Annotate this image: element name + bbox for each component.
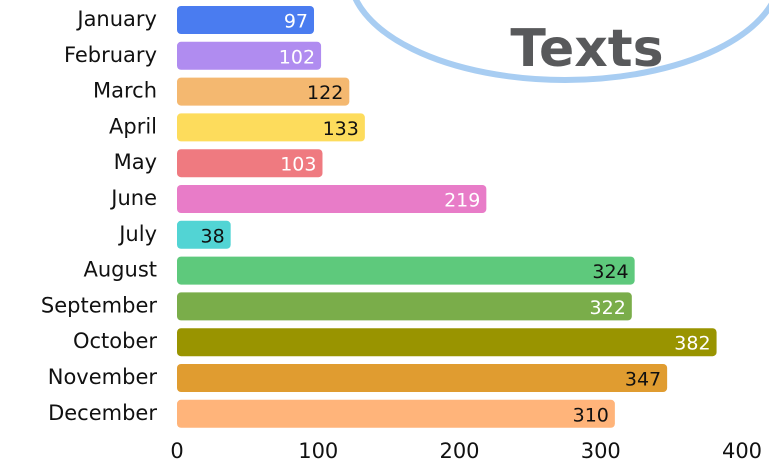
category-label: March: [93, 79, 157, 103]
category-label: September: [41, 293, 157, 317]
value-label: 122: [307, 82, 343, 104]
bar: [177, 292, 632, 321]
value-label: 322: [590, 297, 626, 319]
bar: [177, 149, 323, 178]
value-label: 97: [284, 11, 308, 33]
category-label: July: [117, 222, 157, 246]
category-label: June: [109, 186, 157, 210]
annotation: Texts: [510, 19, 663, 79]
x-tick-label: 0: [170, 439, 183, 463]
category-label: January: [75, 7, 157, 31]
value-label: 382: [674, 333, 710, 355]
category-label: April: [109, 114, 157, 138]
value-label: 103: [280, 154, 316, 176]
x-tick-label: 100: [298, 439, 338, 463]
bar: [177, 185, 487, 213]
bar: [177, 6, 315, 34]
category-label: May: [114, 150, 157, 174]
bar: [177, 77, 350, 106]
x-tick-label: 300: [581, 439, 621, 463]
bar: [177, 256, 635, 285]
bar: [177, 41, 322, 70]
value-label: 219: [444, 190, 480, 212]
value-label: 38: [200, 225, 224, 247]
value-label: 347: [625, 369, 661, 391]
category-label: February: [64, 43, 157, 67]
category-label: August: [84, 258, 158, 282]
x-tick-label: 400: [722, 439, 762, 463]
category-label: December: [48, 401, 157, 425]
value-label: 324: [592, 261, 628, 283]
value-label: 133: [323, 118, 359, 140]
bar: [177, 364, 668, 392]
bar: [177, 328, 717, 357]
category-label: November: [48, 365, 158, 389]
badge-ring: [352, 0, 769, 83]
category-label: October: [73, 329, 157, 353]
plot: 0 100 200 300 400 January 97 February 102 March 12…: [41, 6, 762, 463]
value-label: 102: [279, 46, 315, 68]
value-label: 310: [573, 404, 609, 426]
bar: [177, 399, 615, 428]
bar: [177, 220, 231, 249]
x-tick-label: 200: [439, 439, 479, 463]
bar: [177, 113, 365, 142]
